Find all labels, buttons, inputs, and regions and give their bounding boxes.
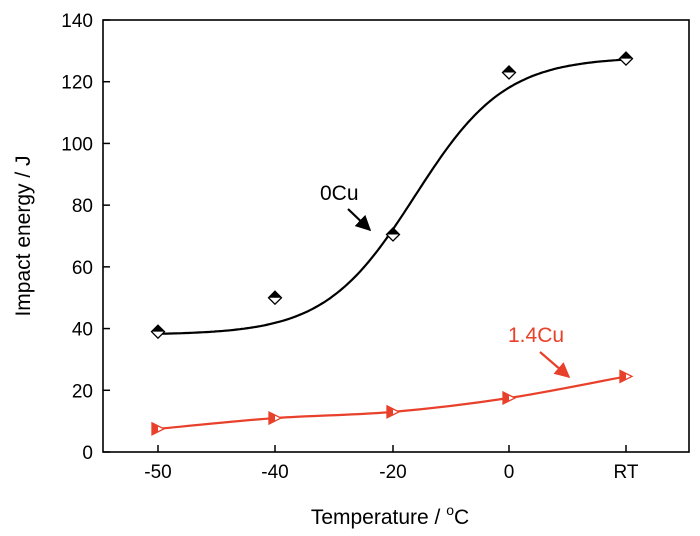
point-0cu [618,51,634,66]
point-1-4cu [151,421,166,436]
y-tick-label: 120 [61,73,93,94]
series-label-0cu: 0Cu [320,182,359,205]
x-axis-ticks: -50 -40 -20 0 RT [144,445,639,483]
point-0cu [385,227,401,242]
annotations: 0Cu 1.4Cu [320,182,571,379]
point-1-4cu [268,411,283,426]
x-axis-label: Temperature / oC [311,502,469,529]
point-0cu [150,324,166,340]
point-1-4cu [502,390,517,406]
y-tick-label: 100 [61,134,93,155]
curve-1-4cu [157,375,627,430]
y-tick-label: 60 [72,258,93,279]
fit-curves [157,58,627,430]
x-axis-label-unit: C [454,506,469,529]
y-axis-label: Impact energy / J [12,155,35,316]
y-tick-label: 80 [72,196,93,217]
curve-0cu [158,58,627,335]
x-axis-label-degree: o [446,502,454,518]
x-tick-label: -40 [261,462,288,483]
data-markers [150,51,634,436]
point-1-4cu [619,369,634,384]
y-tick-label: 0 [82,443,93,464]
arrow-0cu [347,208,372,232]
plot-frame [102,19,690,453]
y-tick-label: 140 [61,11,93,32]
arrow-1-4cu [539,351,571,379]
y-tick-label: 40 [72,320,93,341]
x-tick-label: 0 [504,462,515,483]
x-tick-label: RT [614,462,639,483]
point-0cu [267,290,283,306]
x-tick-label: -20 [379,462,406,483]
y-axis-ticks: 0 20 40 60 80 100 120 140 [61,11,110,464]
point-1-4cu [386,404,401,419]
point-0cu [501,65,517,80]
x-tick-label: -50 [144,462,171,483]
series-label-1-4cu: 1.4Cu [508,324,564,347]
y-tick-label: 20 [72,381,93,402]
x-axis-label-text: Temperature / [311,506,446,529]
